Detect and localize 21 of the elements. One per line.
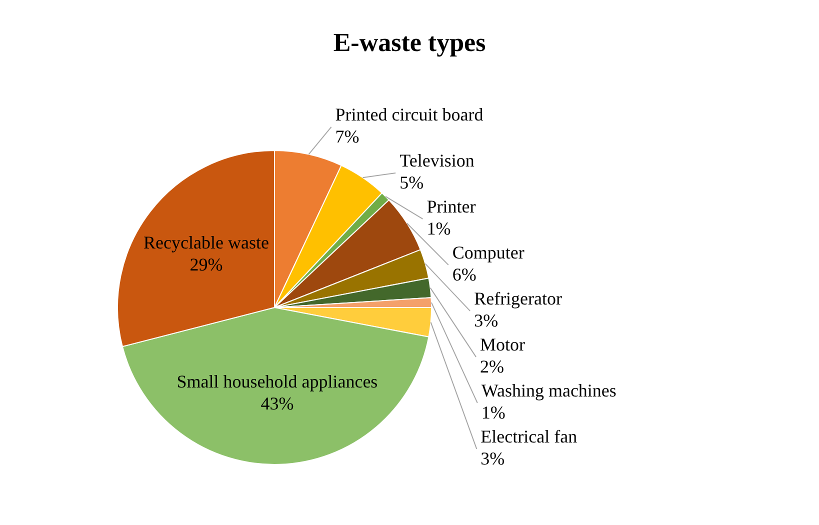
data-label: 7% [335, 126, 360, 147]
slice-label: Recyclable waste [144, 232, 269, 252]
slice-label: Printed circuit board [335, 104, 484, 125]
slice-label: Motor [480, 334, 526, 355]
slice-label: Printer [426, 196, 476, 217]
slice-label: Small household appliances [176, 372, 378, 392]
data-label: 3% [480, 448, 505, 469]
data-label: 6% [452, 264, 476, 285]
slice-label: Washing machines [481, 380, 616, 401]
data-label: 5% [400, 172, 424, 193]
slice-label: Computer [452, 242, 524, 263]
data-label: 1% [481, 402, 506, 423]
slice-label: Electrical fan [480, 426, 578, 447]
data-label: 2% [480, 356, 504, 377]
slice-label: Television [400, 150, 474, 171]
data-label: 1% [426, 218, 451, 239]
slice-label: Refrigerator [474, 288, 562, 309]
data-label: 3% [474, 310, 498, 331]
data-label: 29% [190, 254, 223, 274]
data-label: 43% [260, 394, 294, 414]
chart-title: E-waste types [332, 28, 487, 58]
